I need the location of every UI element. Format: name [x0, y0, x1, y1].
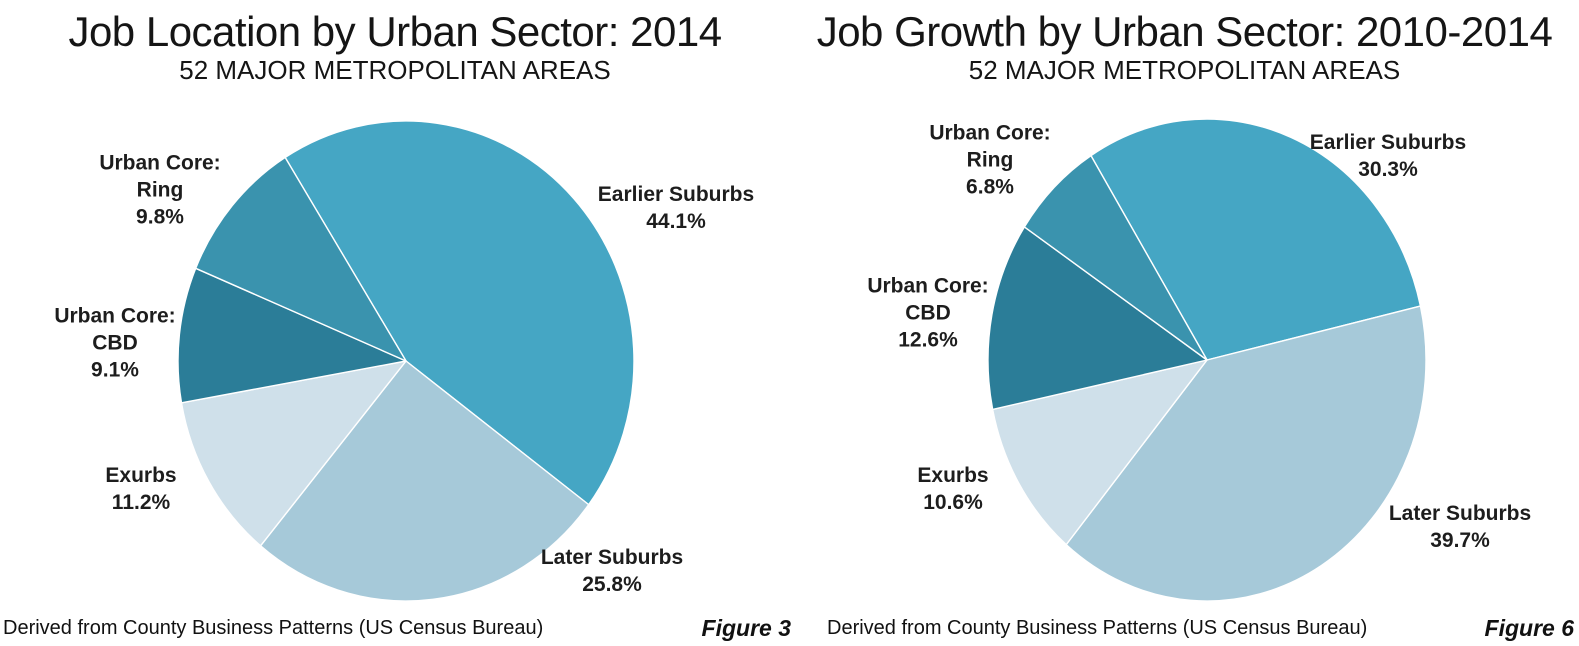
pie-slice-urban-core-cbd	[177, 267, 407, 404]
slice-label-urban-core-cbd: Urban Core: CBD 9.1%	[54, 303, 175, 384]
slice-label-text: Urban Core:	[99, 151, 221, 175]
figure-label-right: Figure 6	[1484, 615, 1574, 641]
chart-panel-left: Job Location by Urban Sector: 2014 52 MA…	[3, 8, 791, 641]
pie-slice-urban-core-cbd	[988, 226, 1208, 411]
slice-label-text: Ring	[136, 178, 184, 202]
slice-label-text: Exurbs	[917, 464, 989, 487]
slice-label-pct: 11.2%	[111, 491, 171, 514]
slice-label-urban-core-ring: Urban Core: Ring 9.8%	[99, 150, 220, 231]
chart-panel-right: Job Growth by Urban Sector: 2010-2014 52…	[790, 0, 1579, 646]
slice-label-earlier-suburbs: Earlier Suburbs 44.1%	[598, 181, 754, 235]
slice-label-later-suburbs: Later Suburbs 39.7%	[1389, 500, 1531, 554]
source-note-right: Derived from County Business Patterns (U…	[827, 617, 1368, 639]
slice-label-text: Later Suburbs	[1388, 502, 1532, 525]
slice-label-pct: 6.8%	[966, 175, 1014, 199]
slice-label-text: CBD	[905, 301, 951, 325]
slice-label-pct: 25.8%	[582, 573, 642, 596]
pie-slice-urban-core-ring	[194, 156, 407, 362]
pie-slice-exurbs	[991, 359, 1208, 546]
slice-label-urban-core-cbd: Urban Core: CBD 12.6%	[867, 273, 988, 354]
slice-label-pct: 30.3%	[1358, 158, 1418, 181]
slice-label-text: Exurbs	[105, 464, 177, 487]
slice-label-later-suburbs: Later Suburbs 25.8%	[541, 544, 683, 598]
slice-label-text: Urban Core:	[54, 304, 176, 328]
slice-label-earlier-suburbs: Earlier Suburbs 30.3%	[1310, 129, 1466, 183]
pie-chart-right	[988, 119, 1426, 601]
pie-slice-exurbs	[180, 360, 407, 547]
chart-title-right: Job Growth by Urban Sector: 2010-2014	[816, 8, 1553, 55]
slice-label-exurbs: Exurbs 10.6%	[917, 462, 988, 516]
chart-subtitle-left: 52 MAJOR METROPOLITAN AREAS	[179, 55, 611, 85]
slice-label-text: Ring	[966, 148, 1014, 172]
chart-title-left: Job Location by Urban Sector: 2014	[68, 8, 722, 55]
slice-label-text: Earlier Suburbs	[597, 183, 755, 206]
pie-slice-earlier-suburbs	[284, 120, 635, 506]
slice-label-exurbs: Exurbs 11.2%	[105, 462, 176, 516]
pie-slice-urban-core-ring	[1023, 154, 1208, 361]
slice-label-pct: 9.1%	[91, 358, 139, 382]
slice-label-text: Later Suburbs	[540, 546, 684, 569]
chart-subtitle-right: 52 MAJOR METROPOLITAN AREAS	[968, 55, 1401, 85]
source-note-left: Derived from County Business Patterns (U…	[3, 617, 544, 639]
slice-label-text: Earlier Suburbs	[1309, 131, 1467, 154]
slice-label-text: CBD	[92, 331, 138, 355]
pie-slice-later-suburbs	[1065, 305, 1426, 601]
slice-label-pct: 9.8%	[136, 205, 184, 229]
slice-label-text: Urban Core:	[929, 121, 1051, 145]
slice-label-pct: 10.6%	[923, 491, 983, 514]
slice-label-urban-core-ring: Urban Core: Ring 6.8%	[929, 120, 1050, 201]
pie-chart-left	[177, 120, 635, 602]
slice-label-pct: 12.6%	[898, 328, 958, 352]
slice-label-pct: 44.1%	[646, 210, 706, 233]
figure-label-left: Figure 3	[701, 615, 791, 641]
slice-label-text: Urban Core:	[867, 274, 989, 298]
pie-slice-later-suburbs	[259, 360, 590, 602]
slice-label-pct: 39.7%	[1430, 529, 1490, 552]
